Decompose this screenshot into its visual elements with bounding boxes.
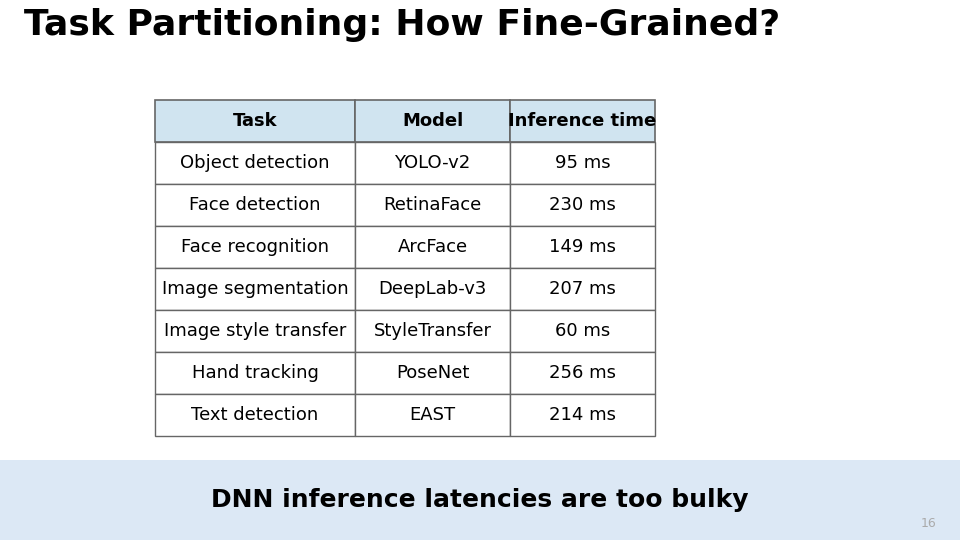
Bar [510,310,655,352]
Text: Task: Task [232,112,277,130]
Bar [355,310,510,352]
Text: StyleTransfer: StyleTransfer [373,322,492,340]
Bar [355,268,510,310]
Text: 60 ms: 60 ms [555,322,611,340]
Bar [355,352,510,394]
Bar [0,460,960,540]
Bar [355,142,510,184]
Bar [355,100,510,142]
Text: 16: 16 [921,517,936,530]
Text: 214 ms: 214 ms [549,406,616,424]
Text: Hand tracking: Hand tracking [192,364,319,382]
Text: 95 ms: 95 ms [555,154,611,172]
Bar [155,352,355,394]
Bar [510,142,655,184]
Bar [155,184,355,226]
Text: Inference time: Inference time [509,112,657,130]
Bar [155,100,355,142]
Text: 230 ms: 230 ms [549,196,616,214]
Text: Object detection: Object detection [180,154,329,172]
Text: EAST: EAST [409,406,456,424]
Text: PoseNet: PoseNet [396,364,469,382]
Text: DeepLab-v3: DeepLab-v3 [378,280,487,298]
Text: 149 ms: 149 ms [549,238,616,256]
Bar [155,394,355,436]
Bar [355,226,510,268]
Text: DNN inference latencies are too bulky: DNN inference latencies are too bulky [211,488,749,512]
Bar [155,310,355,352]
Bar [155,142,355,184]
Text: Model: Model [402,112,463,130]
Bar [510,184,655,226]
Text: 207 ms: 207 ms [549,280,616,298]
Bar [510,226,655,268]
Text: Face detection: Face detection [189,196,321,214]
Text: Face recognition: Face recognition [181,238,329,256]
Text: RetinaFace: RetinaFace [383,196,482,214]
Text: ArcFace: ArcFace [397,238,468,256]
Bar [510,268,655,310]
Bar [510,352,655,394]
Bar [510,394,655,436]
Text: Image style transfer: Image style transfer [164,322,347,340]
Bar [155,226,355,268]
Text: Image segmentation: Image segmentation [161,280,348,298]
Text: 256 ms: 256 ms [549,364,616,382]
Text: Text detection: Text detection [191,406,319,424]
Bar [510,100,655,142]
Text: YOLO-v2: YOLO-v2 [395,154,470,172]
Bar [355,184,510,226]
Bar [355,394,510,436]
Text: Task Partitioning: How Fine-Grained?: Task Partitioning: How Fine-Grained? [24,8,780,42]
Bar [155,268,355,310]
